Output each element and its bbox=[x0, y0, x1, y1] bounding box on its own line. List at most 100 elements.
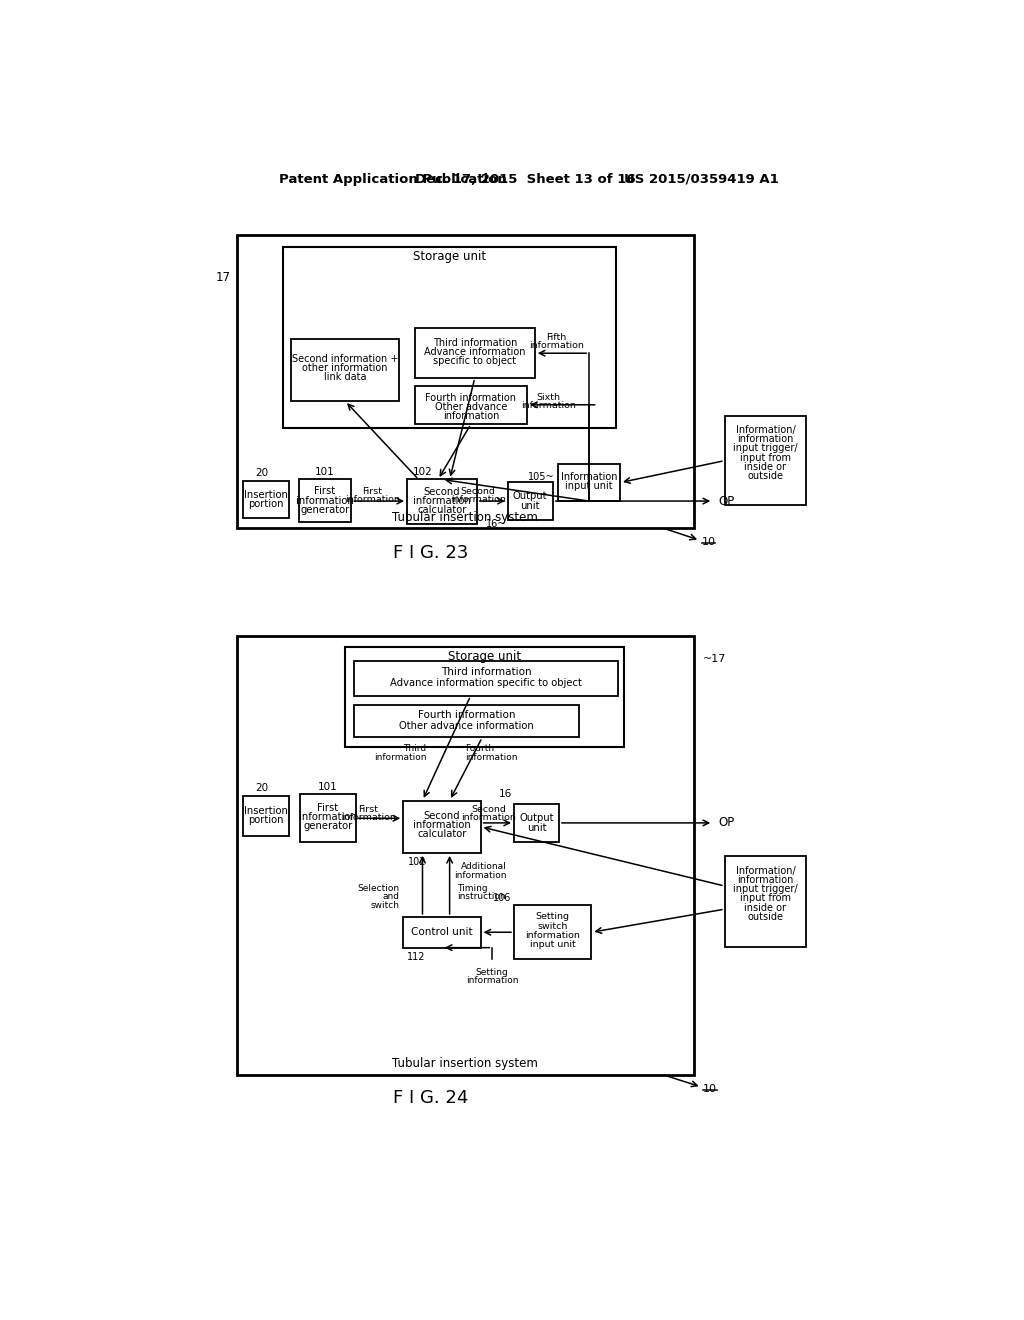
Text: instruction: instruction bbox=[458, 892, 506, 902]
Text: input from: input from bbox=[740, 453, 791, 462]
Text: generator: generator bbox=[303, 821, 352, 832]
Bar bbox=[237, 636, 693, 1074]
Text: Information/: Information/ bbox=[735, 866, 796, 875]
Text: F I G. 24: F I G. 24 bbox=[392, 1089, 468, 1106]
Text: Dec. 17, 2015  Sheet 13 of 16: Dec. 17, 2015 Sheet 13 of 16 bbox=[415, 173, 635, 186]
Text: calculator: calculator bbox=[417, 506, 467, 515]
Text: inside or: inside or bbox=[744, 462, 786, 471]
Text: 102: 102 bbox=[408, 857, 426, 867]
Text: 106: 106 bbox=[493, 892, 511, 903]
Text: 101: 101 bbox=[318, 781, 338, 792]
Bar bbox=[354, 705, 579, 738]
Text: Other advance: Other advance bbox=[435, 403, 507, 412]
Text: 101: 101 bbox=[315, 467, 335, 477]
Text: information: information bbox=[451, 495, 506, 504]
Bar bbox=[403, 917, 480, 948]
Bar bbox=[403, 800, 480, 853]
Text: 20: 20 bbox=[256, 783, 268, 793]
Text: F I G. 23: F I G. 23 bbox=[392, 544, 468, 561]
Text: and: and bbox=[382, 892, 399, 902]
Text: Second: Second bbox=[424, 487, 460, 496]
Text: Setting: Setting bbox=[536, 912, 569, 921]
Text: 16~: 16~ bbox=[485, 519, 506, 529]
Text: information: information bbox=[465, 752, 517, 762]
Bar bbox=[283, 247, 616, 428]
Text: Third: Third bbox=[403, 744, 426, 754]
Text: outside: outside bbox=[748, 471, 783, 480]
Bar bbox=[300, 795, 356, 842]
Text: unit: unit bbox=[526, 822, 546, 833]
Bar bbox=[237, 235, 693, 528]
Text: Tubular insertion system: Tubular insertion system bbox=[392, 1057, 538, 1071]
Text: information: information bbox=[374, 752, 426, 762]
Text: 112: 112 bbox=[407, 952, 426, 962]
Text: Control unit: Control unit bbox=[411, 927, 473, 937]
Text: 20: 20 bbox=[256, 469, 268, 478]
Text: Second: Second bbox=[461, 487, 496, 496]
Text: 10: 10 bbox=[701, 537, 716, 546]
Text: input from: input from bbox=[740, 894, 791, 903]
Text: Sixth: Sixth bbox=[537, 392, 561, 401]
Text: input unit: input unit bbox=[529, 940, 575, 949]
Text: link data: link data bbox=[324, 372, 367, 381]
Text: portion: portion bbox=[248, 814, 284, 825]
Bar bbox=[725, 416, 806, 506]
Text: input trigger/: input trigger/ bbox=[733, 884, 798, 894]
Text: inside or: inside or bbox=[744, 903, 786, 912]
Text: Storage unit: Storage unit bbox=[447, 649, 521, 663]
Text: First: First bbox=[317, 803, 339, 813]
Text: US 2015/0359419 A1: US 2015/0359419 A1 bbox=[624, 173, 778, 186]
Text: OP: OP bbox=[719, 816, 735, 829]
Text: information: information bbox=[525, 931, 581, 940]
Text: Setting: Setting bbox=[476, 968, 509, 977]
Text: information: information bbox=[737, 875, 794, 884]
Text: calculator: calculator bbox=[417, 829, 467, 840]
Text: Fourth information: Fourth information bbox=[425, 393, 516, 403]
Text: 16: 16 bbox=[499, 789, 512, 800]
Text: Advance information: Advance information bbox=[424, 347, 525, 356]
Text: Advance information specific to object: Advance information specific to object bbox=[390, 678, 582, 688]
Bar bbox=[243, 796, 289, 836]
Bar bbox=[299, 479, 351, 521]
Text: information: information bbox=[341, 813, 395, 822]
Text: other information: other information bbox=[302, 363, 388, 372]
Text: Selection: Selection bbox=[357, 884, 399, 892]
Text: Output: Output bbox=[513, 491, 548, 502]
Text: Patent Application Publication: Patent Application Publication bbox=[280, 173, 507, 186]
Text: outside: outside bbox=[748, 912, 783, 921]
Text: information: information bbox=[299, 812, 356, 822]
Text: Fifth: Fifth bbox=[547, 333, 566, 342]
Text: information: information bbox=[529, 341, 584, 350]
Text: 10: 10 bbox=[703, 1084, 717, 1093]
Text: information: information bbox=[345, 495, 399, 504]
Text: information: information bbox=[466, 977, 518, 985]
Text: Other advance information: Other advance information bbox=[399, 721, 535, 731]
Text: Third information: Third information bbox=[440, 668, 531, 677]
Text: information: information bbox=[737, 434, 794, 444]
Text: information: information bbox=[461, 813, 516, 822]
Text: portion: portion bbox=[248, 499, 284, 510]
Bar bbox=[508, 482, 553, 520]
Text: input trigger/: input trigger/ bbox=[733, 444, 798, 453]
Bar bbox=[558, 465, 621, 502]
Text: information: information bbox=[454, 871, 506, 879]
Text: Information/: Information/ bbox=[735, 425, 796, 434]
Text: switch: switch bbox=[371, 900, 399, 909]
Text: information: information bbox=[442, 412, 499, 421]
Text: ~17: ~17 bbox=[703, 653, 726, 664]
Text: First: First bbox=[358, 805, 378, 813]
Text: 105~: 105~ bbox=[528, 473, 555, 482]
Text: Output: Output bbox=[519, 813, 554, 824]
Bar bbox=[243, 480, 289, 517]
Text: Fourth: Fourth bbox=[465, 744, 495, 754]
Bar bbox=[415, 385, 527, 424]
Text: Timing: Timing bbox=[458, 884, 488, 892]
Text: First: First bbox=[314, 487, 336, 496]
Bar bbox=[514, 906, 592, 960]
Text: Insertion: Insertion bbox=[244, 805, 288, 816]
Text: unit: unit bbox=[520, 500, 540, 511]
Text: switch: switch bbox=[538, 921, 568, 931]
Text: Third information: Third information bbox=[432, 338, 517, 347]
Text: information: information bbox=[521, 401, 577, 411]
Text: Second: Second bbox=[424, 810, 460, 821]
